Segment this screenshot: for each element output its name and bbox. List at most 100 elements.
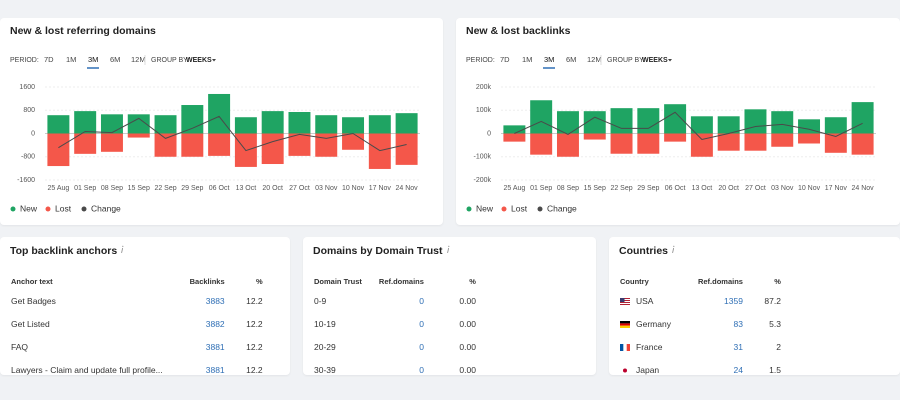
table-cell: 12.2 bbox=[226, 312, 264, 335]
bar bbox=[744, 133, 767, 151]
bar bbox=[744, 109, 767, 134]
cell-text[interactable]: 3882 bbox=[205, 318, 225, 329]
change-line bbox=[58, 115, 407, 152]
period-option[interactable]: 6M bbox=[110, 55, 120, 64]
change-line bbox=[514, 111, 863, 141]
cell-text: 12.2 bbox=[246, 295, 263, 306]
x-tick-label: 13 Oct bbox=[692, 185, 713, 192]
panel-title-text: Domains by Domain Trust bbox=[313, 245, 443, 257]
legend-label[interactable]: Lost bbox=[55, 203, 72, 213]
x-tick-label: 25 Aug bbox=[503, 185, 525, 192]
x-tick-label: 03 Nov bbox=[771, 185, 794, 192]
bar bbox=[127, 114, 150, 134]
cell-text[interactable]: 0 bbox=[419, 364, 424, 375]
bar bbox=[261, 111, 284, 134]
caret bbox=[212, 59, 216, 62]
cell-text[interactable]: 3883 bbox=[205, 295, 225, 306]
flag-icon bbox=[620, 320, 630, 328]
table-cell: 0 bbox=[363, 312, 425, 335]
cell-text: 0.00 bbox=[459, 295, 476, 306]
panel-title: Domains by Domain Trust bbox=[313, 245, 450, 257]
cell-text[interactable]: 1359 bbox=[724, 295, 743, 306]
bar bbox=[556, 133, 579, 157]
period-option[interactable]: 3M bbox=[544, 55, 554, 64]
info-icon[interactable] bbox=[671, 245, 675, 254]
table-row: 10-19 0 0.00 bbox=[313, 312, 477, 335]
cell-text: Germany bbox=[636, 318, 671, 329]
column-header: Domain Trust bbox=[314, 276, 362, 286]
period-option[interactable]: 6M bbox=[566, 55, 576, 64]
table: Anchor text Backlinks% Get Badges 3883 12.2 G… bbox=[10, 273, 264, 381]
legend-label[interactable]: Lost bbox=[511, 203, 528, 213]
table-row: Get Listed 3882 12.2 bbox=[10, 312, 264, 335]
period-option[interactable]: 3M bbox=[88, 55, 98, 64]
x-tick-label: 27 Oct bbox=[745, 185, 766, 192]
table-cell: 24 bbox=[672, 358, 744, 381]
chart-panel: New & lost backlinks PERIOD: 7D 1M 3M 6M 12M GR… bbox=[456, 18, 900, 225]
x-tick-label: 27 Oct bbox=[289, 185, 310, 192]
bar bbox=[100, 114, 123, 134]
bar bbox=[181, 133, 204, 157]
y-tick-label: -1600 bbox=[17, 177, 35, 184]
cell-text[interactable]: 0 bbox=[419, 341, 424, 352]
cell-text[interactable]: 0 bbox=[419, 295, 424, 306]
table-cell: 87.2 bbox=[744, 289, 782, 312]
bar bbox=[342, 117, 365, 134]
panel-title: Countries bbox=[619, 245, 675, 257]
x-tick-label: 01 Sep bbox=[74, 185, 96, 192]
period-option[interactable]: 7D bbox=[44, 55, 54, 64]
caret bbox=[668, 59, 672, 62]
x-tick-label: 17 Nov bbox=[369, 185, 392, 192]
cell-text: 12.2 bbox=[246, 341, 263, 352]
chart-title: New & lost backlinks bbox=[466, 25, 571, 37]
bar bbox=[824, 117, 847, 134]
header-row: Country Ref.domains% bbox=[619, 273, 782, 289]
x-tick-label: 15 Sep bbox=[128, 185, 150, 192]
cell-text[interactable]: 31 bbox=[733, 341, 743, 352]
cell-text: 12.2 bbox=[246, 364, 263, 375]
chart-title: New & lost referring domains bbox=[10, 25, 156, 37]
info-icon[interactable] bbox=[446, 245, 450, 254]
cell-text[interactable]: 3881 bbox=[205, 364, 225, 375]
table-cell: Lawyers - Claim and update full profile.… bbox=[10, 358, 164, 381]
bar bbox=[208, 133, 231, 156]
group-value[interactable]: WEEKS bbox=[186, 57, 212, 64]
info-icon[interactable] bbox=[120, 245, 124, 254]
legend-label[interactable]: Change bbox=[91, 203, 121, 213]
period-option[interactable]: 1M bbox=[66, 55, 76, 64]
cell-text[interactable]: 83 bbox=[733, 318, 743, 329]
bar bbox=[503, 125, 526, 134]
y-tick-label: -200k bbox=[473, 177, 491, 184]
y-tick-label: 800 bbox=[23, 107, 35, 114]
bar bbox=[100, 133, 123, 152]
period-option[interactable]: 12M bbox=[131, 55, 146, 64]
legend-label[interactable]: New bbox=[20, 203, 38, 213]
table-cell: France bbox=[619, 335, 672, 358]
bar bbox=[127, 133, 150, 138]
period-option[interactable]: 1M bbox=[522, 55, 532, 64]
period-option[interactable]: 7D bbox=[500, 55, 510, 64]
table-cell: USA bbox=[619, 289, 672, 312]
legend-label[interactable]: New bbox=[476, 203, 494, 213]
table-cell: 0 bbox=[363, 335, 425, 358]
table-cell: 2 bbox=[744, 335, 782, 358]
column-header: Anchor text bbox=[11, 276, 53, 286]
bar bbox=[530, 100, 553, 134]
cell-text: 0.00 bbox=[459, 318, 476, 329]
panel-title: Top backlink anchors bbox=[10, 245, 124, 257]
group-value[interactable]: WEEKS bbox=[642, 57, 668, 64]
column-header: % bbox=[469, 276, 476, 286]
bar bbox=[583, 133, 606, 140]
cell-text[interactable]: 24 bbox=[733, 364, 743, 375]
period-option[interactable]: 12M bbox=[587, 55, 602, 64]
legend-dot bbox=[10, 206, 16, 212]
chart-panel: New & lost referring domains PERIOD: 7D 1M 3… bbox=[0, 18, 443, 225]
bar bbox=[664, 133, 687, 142]
cell-text[interactable]: 3881 bbox=[205, 341, 225, 352]
table-cell: Get Badges bbox=[10, 289, 164, 312]
cell-text[interactable]: 0 bbox=[419, 318, 424, 329]
legend-label[interactable]: Change bbox=[547, 203, 577, 213]
table-row: Germany 83 5.3 bbox=[619, 312, 782, 335]
panel-title-text: Top backlink anchors bbox=[10, 245, 118, 257]
y-tick-label: 0 bbox=[487, 130, 491, 137]
